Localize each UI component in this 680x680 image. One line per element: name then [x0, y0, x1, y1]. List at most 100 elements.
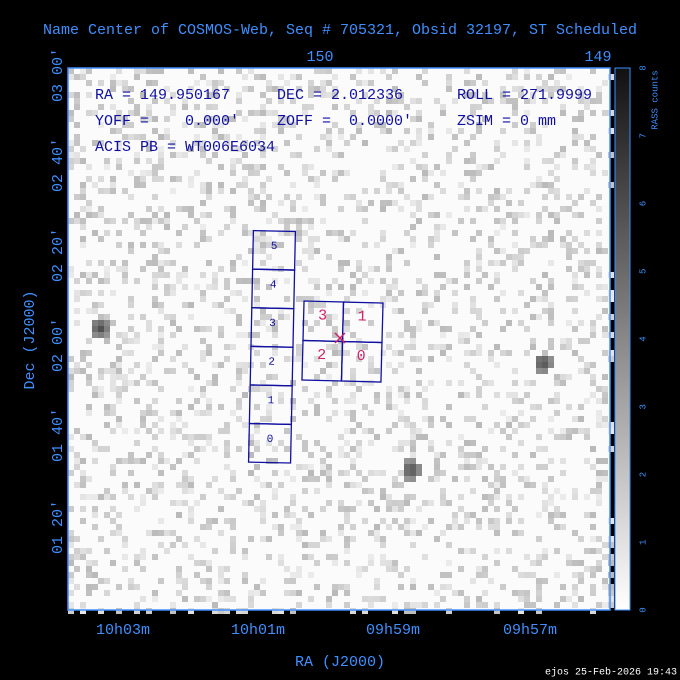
pixel: [524, 554, 530, 560]
pixel: [314, 392, 320, 398]
pixel: [158, 344, 164, 350]
pixel: [410, 200, 416, 206]
pixel: [470, 488, 476, 494]
pixel: [236, 446, 242, 452]
pixel: [344, 506, 350, 512]
pixel: [122, 458, 128, 464]
pixel: [368, 80, 374, 86]
pixel: [218, 506, 224, 512]
pixel: [146, 110, 152, 116]
pixel: [506, 422, 512, 428]
pixel: [254, 110, 260, 116]
pixel: [422, 404, 428, 410]
pixel: [488, 482, 494, 488]
pixel: [236, 98, 242, 104]
pixel: [158, 488, 164, 494]
pixel: [554, 374, 560, 380]
pixel: [230, 188, 236, 194]
pixel: [170, 332, 176, 338]
pixel: [194, 284, 200, 290]
pixel: [278, 230, 284, 236]
pixel: [458, 566, 464, 572]
pixel: [572, 308, 578, 314]
pixel: [80, 518, 86, 524]
pixel: [92, 512, 98, 518]
pixel: [116, 266, 122, 272]
pixel: [326, 482, 332, 488]
pixel: [170, 152, 176, 158]
pixel: [482, 458, 488, 464]
pixel: [566, 254, 572, 260]
pixel: [140, 116, 146, 122]
pixel: [596, 92, 602, 98]
pixel: [200, 524, 206, 530]
pixel: [374, 530, 380, 536]
pixel: [80, 188, 86, 194]
pixel: [524, 212, 530, 218]
pixel: [470, 92, 476, 98]
pixel: [194, 122, 200, 128]
pixel: [416, 200, 422, 206]
pixel: [104, 272, 110, 278]
pixel: [332, 344, 338, 350]
pixel: [200, 596, 206, 602]
pixel: [386, 524, 392, 530]
pixel: [314, 404, 320, 410]
pixel: [254, 386, 260, 392]
pixel: [560, 242, 566, 248]
pixel: [482, 590, 488, 596]
pixel: [122, 80, 128, 86]
pixel: [260, 236, 266, 242]
pixel: [428, 518, 434, 524]
pixel: [158, 326, 164, 332]
pixel: [584, 368, 590, 374]
pixel: [356, 206, 362, 212]
pixel: [116, 398, 122, 404]
pixel: [386, 266, 392, 272]
pixel: [86, 374, 92, 380]
pixel: [554, 86, 560, 92]
pixel: [206, 212, 212, 218]
pixel: [320, 536, 326, 542]
pixel: [182, 302, 188, 308]
pixel: [590, 512, 596, 518]
pixel: [248, 590, 254, 596]
pixel: [224, 206, 230, 212]
pixel: [104, 188, 110, 194]
pixel: [338, 500, 344, 506]
pixel: [110, 104, 116, 110]
pixel: [134, 158, 140, 164]
pixel: [440, 452, 446, 458]
pixel: [272, 524, 278, 530]
pixel: [506, 392, 512, 398]
pixel: [440, 110, 446, 116]
pixel: [218, 164, 224, 170]
pixel: [368, 104, 374, 110]
pixel: [230, 158, 236, 164]
pixel: [122, 188, 128, 194]
pixel: [116, 332, 122, 338]
pixel: [80, 350, 86, 356]
pixel: [446, 158, 452, 164]
pixel: [146, 68, 152, 74]
pixel: [476, 572, 482, 578]
pixel: [212, 548, 218, 554]
pixel: [500, 194, 506, 200]
pixel: [230, 470, 236, 476]
pixel: [206, 236, 212, 242]
pixel: [128, 452, 134, 458]
pixel: [578, 110, 584, 116]
pixel: [440, 596, 446, 602]
pixel: [416, 356, 422, 362]
pixel: [356, 122, 362, 128]
pixel: [176, 176, 182, 182]
pixel: [212, 302, 218, 308]
pixel: [152, 68, 158, 74]
pixel: [116, 512, 122, 518]
pixel: [446, 380, 452, 386]
pixel: [596, 398, 602, 404]
pixel: [308, 302, 314, 308]
pixel: [392, 308, 398, 314]
pixel: [416, 464, 422, 470]
pixel: [536, 434, 542, 440]
